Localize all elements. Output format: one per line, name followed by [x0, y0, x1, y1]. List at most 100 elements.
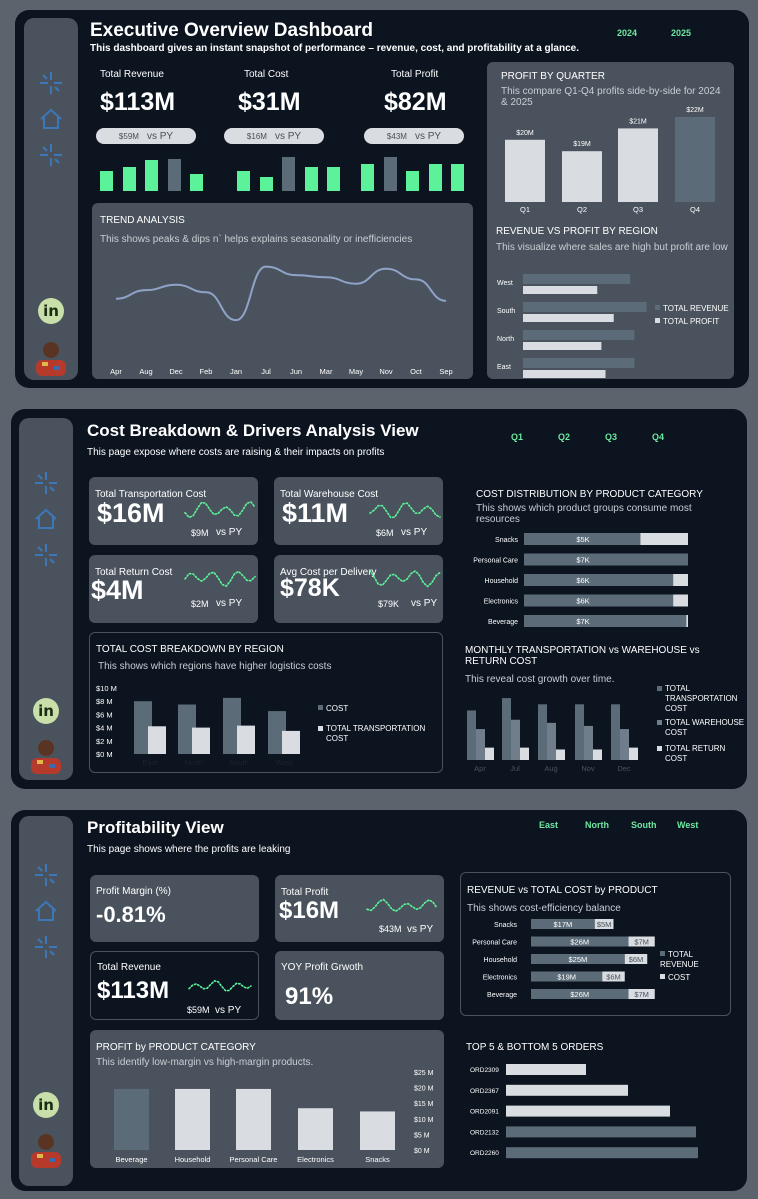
cost-category-value-label: $6K	[576, 597, 589, 606]
linkedin-icon[interactable]: in	[38, 298, 64, 324]
home-icon[interactable]	[38, 106, 64, 132]
kpi-label: Total Revenue	[100, 69, 164, 80]
order-bar	[506, 1147, 698, 1159]
cost-region-category-label: West	[276, 758, 294, 767]
profit-category-ytick: $25 M	[414, 1070, 434, 1077]
page-subtitle: This dashboard gives an instant snapshot…	[90, 43, 579, 54]
home-icon[interactable]	[33, 898, 59, 924]
rev-cost-cost-label: $5M	[597, 920, 612, 929]
monthly-category-label: Apr	[474, 764, 486, 773]
filter-q3[interactable]: Q3	[605, 432, 618, 442]
region-label: North	[497, 336, 514, 343]
rev-cost-category-label: Personal Care	[472, 940, 517, 947]
monthly-category-label: Nov	[581, 764, 595, 773]
filter-west[interactable]: West	[677, 820, 699, 830]
linkedin-icon[interactable]: in	[33, 698, 59, 724]
analytics-nav-icon[interactable]	[38, 142, 64, 168]
profit-category-bar	[360, 1111, 395, 1150]
profit-category-ytick: $5 M	[414, 1132, 430, 1139]
rev-cost-revenue-label: $17M	[553, 920, 572, 929]
analytics-nav-icon[interactable]	[33, 542, 59, 568]
sparkline-path	[366, 898, 438, 913]
kpi-mini-bar	[282, 157, 295, 191]
total-revenue-card: Total Revenue $113M $59M vs PY	[90, 951, 259, 1020]
executive-overview-panel: in Executive Overview Dashboard This das…	[15, 10, 749, 388]
rev-cost-cost-bar	[594, 919, 614, 929]
sparkline-path	[184, 500, 256, 519]
analytics-nav-icon[interactable]	[33, 934, 59, 960]
order-label: ORD2309	[470, 1067, 499, 1074]
region-legend: TOTAL REVENUE TOTAL PROFIT	[655, 304, 729, 327]
region-revenue-bar	[523, 358, 635, 368]
rev-cost-subtitle: This shows cost-efficiency balance	[467, 903, 621, 914]
cost-kpi-py: $2M	[191, 599, 209, 609]
monthly-legend: TOTAL TRANSPORTATION COST TOTAL WAREHOUS…	[657, 684, 745, 764]
filter-north[interactable]: North	[585, 820, 609, 830]
avatar	[31, 740, 61, 774]
filter-q1[interactable]: Q1	[511, 432, 524, 442]
dashboard-nav-icon[interactable]	[33, 470, 59, 496]
cost-category-bar	[524, 553, 688, 566]
kpi-mini-bar	[451, 164, 464, 191]
region-revenue-bar	[523, 302, 647, 312]
quarter-bar-chart: $20M Q1 $19M Q2 $21M Q3 $22M Q4	[505, 107, 715, 214]
rev-cost-cost-bar	[602, 971, 625, 982]
kpi-mini-bar	[100, 171, 113, 191]
cost-region-card: TOTAL COST BREAKDOWN BY REGION This show…	[89, 632, 443, 773]
profit-by-quarter-card: PROFIT BY QUARTER This compare Q1-Q4 pro…	[487, 62, 734, 379]
cost-region-cost-bar	[134, 701, 152, 754]
cost-region-cost-bar	[268, 711, 286, 754]
filter-q2[interactable]: Q2	[558, 432, 571, 442]
cost-region-transport-bar	[282, 730, 300, 754]
cost-region-legend: COST TOTAL TRANSPORTATION COST	[318, 704, 438, 744]
filter-2025[interactable]: 2025	[671, 28, 692, 38]
total-revenue-label: Total Revenue	[97, 962, 161, 973]
trend-line	[115, 265, 447, 322]
sidebar: in	[19, 816, 73, 1186]
dashboard-nav-icon[interactable]	[33, 862, 59, 888]
region-label: East	[497, 364, 511, 371]
cost-region-transport-bar	[148, 726, 166, 754]
filter-south[interactable]: South	[631, 820, 657, 830]
profitability-panel: in Profitability View This page shows wh…	[11, 810, 747, 1191]
sparkline-path	[369, 502, 441, 519]
region-profit-bar	[523, 314, 614, 322]
orders-title: TOP 5 & BOTTOM 5 ORDERS	[466, 1042, 604, 1053]
cost-kpi-value: $11M	[282, 498, 349, 528]
monthly-title: MONTHLY TRANSPORTATION vs WAREHOUSE vs R…	[465, 645, 700, 667]
monthly-bar	[502, 698, 511, 760]
linkedin-icon[interactable]: in	[33, 1092, 59, 1118]
filter-east[interactable]: East	[539, 820, 559, 830]
cost-category-label: Snacks	[495, 537, 518, 544]
monthly-cost-bar-chart: Apr Jul Aug Nov Dec	[467, 698, 638, 773]
kpi-mini-bar	[237, 171, 250, 191]
filter-2024[interactable]: 2024	[617, 28, 638, 38]
kpi-mini-bar	[167, 159, 181, 191]
cost-kpi-label: Avg Cost per Delivery	[280, 567, 377, 578]
quarter-bar	[618, 128, 658, 202]
cost-category-label: Personal Care	[473, 558, 518, 565]
home-icon[interactable]	[33, 506, 59, 532]
region-revenue-bar	[523, 330, 635, 340]
monthly-category-label: Aug	[544, 764, 557, 773]
trend-month-label: Aug	[139, 367, 152, 376]
kpi-mini-bar	[428, 164, 442, 191]
monthly-bar	[467, 710, 476, 760]
cost-kpi-py: $6M	[376, 528, 394, 538]
profit-category-label: Household	[175, 1155, 211, 1164]
page-title: Cost Breakdown & Drivers Analysis View	[87, 421, 419, 440]
monthly-bar	[593, 749, 602, 760]
dashboard-nav-icon[interactable]	[38, 70, 64, 96]
rev-cost-revenue-bar	[531, 919, 595, 929]
rev-cost-cost-label: $6M	[629, 955, 644, 964]
total-profit-vs: vs PY	[407, 924, 434, 935]
trend-subtitle: This shows peaks & dips n` helps explain…	[100, 234, 413, 245]
filter-q4[interactable]: Q4	[652, 432, 665, 442]
cost-region-subtitle: This shows which regions have higher log…	[98, 661, 332, 672]
cost-category-value-label: $7K	[576, 556, 589, 565]
orders-bar-chart: ORD2309 ORD2367 ORD2091 ORD2132 ORD2260	[470, 1064, 698, 1159]
quarter-bar	[675, 117, 715, 202]
profit-category-label: Electronics	[297, 1155, 334, 1164]
sparkline-path	[188, 980, 252, 992]
trend-month-label: Jun	[290, 367, 302, 376]
